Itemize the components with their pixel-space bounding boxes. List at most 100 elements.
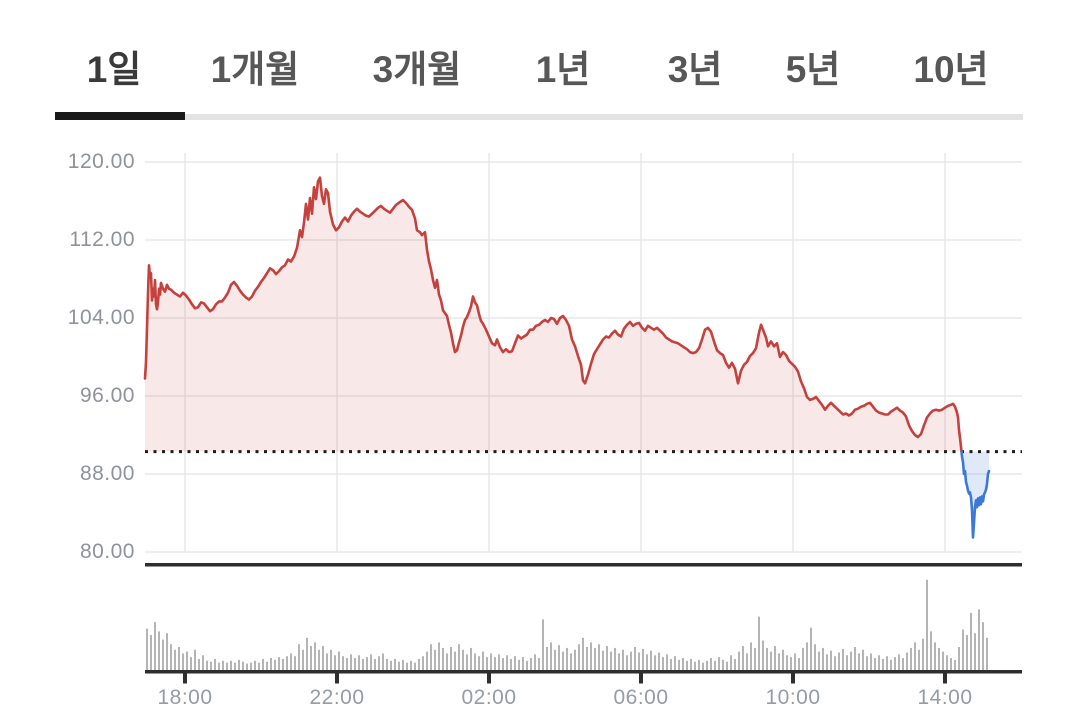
volume-bar [406, 662, 408, 670]
volume-bar [234, 662, 236, 670]
volume-bar [454, 651, 456, 670]
volume-bar [450, 647, 452, 670]
volume-bar [930, 631, 932, 670]
volume-bar [242, 661, 244, 670]
tab-1m[interactable]: 1개월 [210, 49, 300, 90]
tab-10y[interactable]: 10년 [913, 49, 989, 90]
volume-bar [390, 660, 392, 670]
volume-bar [738, 651, 740, 670]
volume-bar [326, 653, 328, 670]
volume-bar [422, 656, 424, 670]
volume-bar [258, 662, 260, 670]
volume-bar [910, 647, 912, 670]
x-axis-label: 06:00 [613, 686, 669, 709]
tab-1d[interactable]: 1일 [86, 49, 142, 90]
x-axis-tick [335, 673, 339, 684]
volume-bar [758, 616, 760, 670]
volume-bar [814, 644, 816, 670]
volume-bar [206, 660, 208, 670]
volume-bar [550, 642, 552, 670]
volume-bar [762, 640, 764, 670]
volume-bar [502, 658, 504, 670]
volume-bar [270, 658, 272, 670]
volume-bar [170, 644, 172, 670]
volume-bar [210, 661, 212, 670]
volume-bar [366, 657, 368, 670]
volume-bar [558, 645, 560, 670]
volume-bar [806, 642, 808, 670]
volume-bar [870, 653, 872, 670]
volume-bar [466, 654, 468, 670]
volume-bar [726, 661, 728, 670]
volume-bar [826, 654, 828, 670]
volume-bar [698, 659, 700, 670]
price-area-up [145, 177, 962, 452]
volume-bar [766, 647, 768, 670]
volume-bar [882, 658, 884, 670]
volume-bar [314, 642, 316, 670]
volume-bar [226, 662, 228, 670]
tab-3m[interactable]: 3개월 [372, 49, 462, 90]
tab-1y[interactable]: 1년 [535, 49, 591, 90]
volume-bar [470, 647, 472, 670]
tab-5y[interactable]: 5년 [785, 49, 841, 90]
volume-bar [322, 646, 324, 670]
volume-bar [894, 657, 896, 670]
volume-bar [186, 651, 188, 670]
volume-bar [238, 659, 240, 670]
volume-bar [674, 656, 676, 670]
y-axis-label: 80.00 [79, 540, 135, 563]
volume-bar [918, 649, 920, 670]
volume-bar [362, 658, 364, 670]
volume-bar [218, 662, 220, 670]
volume-bar [562, 651, 564, 670]
volume-bar [830, 650, 832, 670]
tab-3y[interactable]: 3년 [667, 49, 723, 90]
volume-bar [246, 663, 248, 670]
volume-bar [734, 658, 736, 670]
volume-bar [662, 657, 664, 670]
volume-bar [966, 635, 968, 670]
x-axis-label: 14:00 [917, 686, 973, 709]
volume-bar [890, 659, 892, 670]
volume-bar [810, 627, 812, 670]
volume-bar [978, 609, 980, 670]
volume-bar [254, 660, 256, 670]
volume-bar [398, 661, 400, 670]
volume-bar [658, 652, 660, 670]
volume-bar [934, 642, 936, 670]
volume-bar [370, 654, 372, 670]
volume-bar [586, 647, 588, 670]
volume-bar [942, 651, 944, 670]
volume-bar [962, 629, 964, 670]
volume-bar [722, 659, 724, 670]
volume-bar [514, 656, 516, 670]
volume-bar [282, 658, 284, 670]
tab-underline-track [55, 114, 1023, 120]
volume-bar [974, 633, 976, 670]
volume-bar [394, 658, 396, 670]
volume-bar [642, 648, 644, 670]
volume-bar [290, 653, 292, 670]
volume-bar [670, 658, 672, 670]
volume-bar [774, 646, 776, 670]
volume-bar [474, 653, 476, 670]
volume-bar [302, 649, 304, 670]
volume-bar [602, 650, 604, 670]
volume-bar [518, 659, 520, 670]
panel-separator-line [145, 563, 1022, 567]
volume-bar [434, 649, 436, 670]
volume-bar [222, 660, 224, 670]
volume-bar [770, 651, 772, 670]
x-axis-label: 22:00 [309, 686, 365, 709]
volume-bar [778, 653, 780, 670]
volume-bar [958, 647, 960, 670]
volume-bar [902, 658, 904, 670]
volume-bar [854, 647, 856, 670]
volume-bar [162, 639, 164, 670]
volume-bar [178, 647, 180, 670]
volume-bar [946, 655, 948, 670]
volume-bar [166, 633, 168, 670]
volume-bar [318, 649, 320, 670]
